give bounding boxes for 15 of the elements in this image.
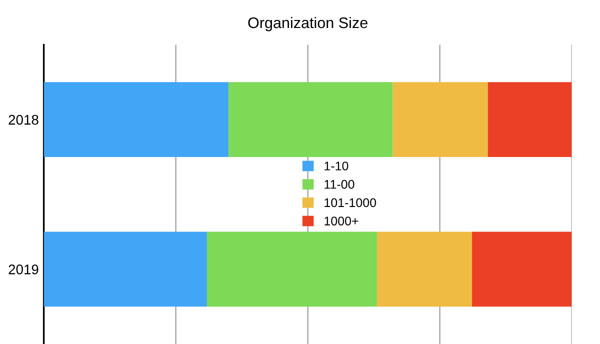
bar bbox=[206, 232, 377, 307]
bar bbox=[472, 232, 572, 307]
bar bbox=[44, 82, 229, 157]
bar bbox=[392, 82, 488, 157]
bar bbox=[488, 82, 572, 157]
legend-label: 11-00 bbox=[324, 180, 354, 189]
legend-label: 101-1000 bbox=[324, 198, 376, 208]
legend-label: 1-10 bbox=[324, 162, 348, 170]
legend-label: 1000+ bbox=[324, 216, 358, 226]
bar bbox=[376, 232, 472, 307]
chart-title: Organization Size bbox=[248, 16, 368, 32]
bar bbox=[44, 232, 207, 307]
bar bbox=[228, 82, 393, 157]
y-tick-label: 2018 bbox=[8, 114, 38, 125]
y-tick-label: 2019 bbox=[8, 264, 38, 274]
